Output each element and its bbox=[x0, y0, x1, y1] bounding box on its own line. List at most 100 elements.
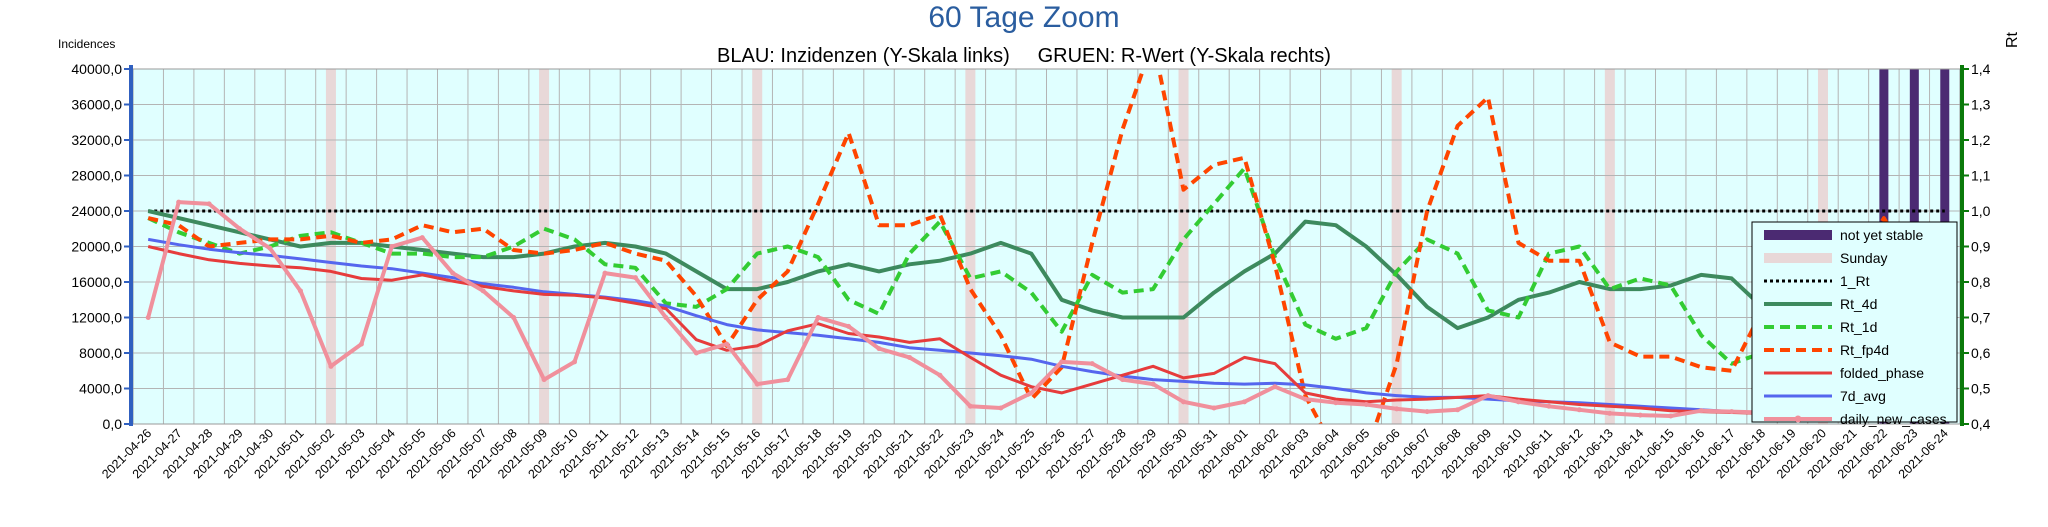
right-tick-label: 0,5 bbox=[1971, 381, 1991, 397]
left-tick-label: 36000,0 bbox=[71, 97, 122, 113]
legend-swatch bbox=[1764, 230, 1832, 240]
series-point bbox=[876, 346, 882, 352]
series-point bbox=[176, 199, 182, 205]
series-point bbox=[358, 341, 364, 347]
series-point bbox=[450, 270, 456, 276]
left-tick-label: 4000,0 bbox=[79, 381, 122, 397]
series-point bbox=[541, 377, 547, 383]
series-point bbox=[724, 341, 730, 347]
right-tick-label: 1,0 bbox=[1971, 203, 1991, 219]
series-point bbox=[754, 381, 760, 387]
series-point bbox=[511, 315, 517, 320]
series-line-folded-phase bbox=[147, 245, 1945, 418]
legend-label: Rt_4d bbox=[1840, 296, 1877, 312]
series-point bbox=[1546, 403, 1552, 409]
series-point bbox=[1607, 410, 1613, 416]
series-point bbox=[419, 235, 425, 241]
series-point bbox=[1424, 409, 1430, 415]
series-point bbox=[693, 350, 699, 356]
series-point bbox=[237, 226, 243, 232]
series-point bbox=[632, 275, 638, 281]
legend-label: Rt_1d bbox=[1840, 319, 1877, 335]
right-tick-label: 1,4 bbox=[1971, 61, 1991, 77]
series-point bbox=[1729, 409, 1735, 415]
right-tick-label: 1,1 bbox=[1971, 168, 1991, 184]
series-point bbox=[206, 201, 212, 207]
series-point bbox=[1455, 407, 1461, 413]
chart-title: 60 Tage Zoom bbox=[928, 1, 1119, 34]
series-point bbox=[297, 288, 303, 294]
series-point bbox=[1211, 405, 1217, 411]
series-point bbox=[1637, 412, 1643, 418]
series-point bbox=[1181, 399, 1187, 405]
series-point bbox=[1515, 399, 1521, 405]
series-point bbox=[815, 315, 821, 320]
legend-label: folded_phase bbox=[1840, 365, 1924, 381]
series-point bbox=[1302, 396, 1308, 402]
series-point bbox=[1272, 384, 1278, 390]
series-point bbox=[1576, 407, 1582, 413]
plot-area: 0,0 4000,0 8000,0 12000,0 16000,0 20000,0 2400… bbox=[71, 61, 1991, 481]
chart-subtitle: BLAU: Inzidenzen (Y-Skala links) GRUEN: … bbox=[717, 45, 1331, 67]
right-tick-label: 0,8 bbox=[1971, 274, 1991, 290]
series-point bbox=[572, 359, 578, 365]
series-point bbox=[1059, 359, 1065, 365]
right-tick-label: 0,6 bbox=[1971, 345, 1991, 361]
legend-label: 1_Rt bbox=[1840, 273, 1870, 289]
series-point bbox=[1150, 381, 1156, 387]
left-tick-label: 24000,0 bbox=[71, 203, 122, 219]
right-tick-label: 0,4 bbox=[1971, 416, 1991, 432]
series-point bbox=[967, 403, 973, 409]
right-axis-label: Rt bbox=[2004, 31, 2021, 48]
legend-swatch bbox=[1764, 253, 1832, 263]
left-tick-label: 40000,0 bbox=[71, 61, 122, 77]
series-point bbox=[1120, 377, 1126, 383]
legend-label: not yet stable bbox=[1840, 227, 1923, 243]
right-tick-label: 1,3 bbox=[1971, 97, 1991, 113]
left-tick-label: 8000,0 bbox=[79, 345, 122, 361]
series-point bbox=[1333, 400, 1339, 406]
series-point bbox=[480, 288, 486, 294]
series-point bbox=[1241, 399, 1247, 405]
left-tick-label: 0,0 bbox=[103, 416, 123, 432]
series-point bbox=[602, 270, 608, 276]
legend: not yet stable Sunday 1_Rt Rt_4d Rt_1d Rt_fp4… bbox=[1751, 221, 1958, 427]
series-point bbox=[937, 372, 943, 378]
left-axis-label: Incidences bbox=[58, 37, 115, 51]
legend-label: Rt_fp4d bbox=[1840, 342, 1889, 358]
series-point bbox=[998, 405, 1004, 411]
right-tick-label: 1,2 bbox=[1971, 132, 1991, 148]
series-point bbox=[1028, 390, 1034, 396]
left-tick-label: 20000,0 bbox=[71, 239, 122, 255]
series-point bbox=[1485, 393, 1491, 399]
series-line-7d-avg bbox=[147, 237, 1945, 418]
left-tick-label: 12000,0 bbox=[71, 310, 122, 326]
series-line-daily-new-cases bbox=[146, 200, 1945, 420]
series-point bbox=[389, 244, 395, 249]
series-line-rt-fp4d bbox=[147, 69, 1947, 424]
legend-marker bbox=[1794, 415, 1802, 423]
right-tick-label: 0,9 bbox=[1971, 239, 1991, 255]
series-point bbox=[846, 323, 852, 329]
series-point bbox=[1089, 361, 1095, 367]
series-point bbox=[1363, 401, 1369, 407]
series-point bbox=[145, 315, 151, 320]
left-tick-label: 28000,0 bbox=[71, 168, 122, 184]
series-point bbox=[906, 354, 912, 360]
series-point bbox=[328, 363, 334, 369]
series-point bbox=[1394, 406, 1400, 412]
right-tick-label: 0,7 bbox=[1971, 310, 1991, 326]
series-point bbox=[1698, 408, 1704, 414]
left-tick-label: 32000,0 bbox=[71, 132, 122, 148]
series-point bbox=[267, 245, 273, 251]
legend-label: Sunday bbox=[1840, 250, 1887, 266]
legend-label: daily_new_cases bbox=[1840, 411, 1947, 427]
series-point bbox=[663, 315, 669, 320]
series-line-rt-1d bbox=[147, 166, 1946, 366]
series-point bbox=[1668, 413, 1674, 419]
series-point bbox=[785, 377, 791, 383]
left-tick-label: 16000,0 bbox=[71, 274, 122, 290]
legend-label: 7d_avg bbox=[1840, 388, 1886, 404]
series-line-rt-4d bbox=[147, 209, 1947, 352]
